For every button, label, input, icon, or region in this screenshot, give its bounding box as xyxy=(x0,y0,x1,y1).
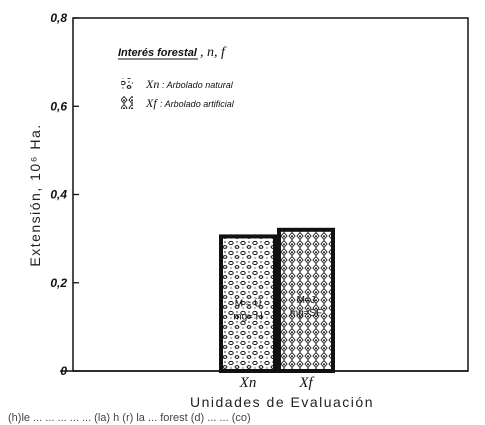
legend-desc-xn: : Arbolado natural xyxy=(162,80,234,90)
bar-xn xyxy=(219,234,277,373)
legend-key-xn: Xn xyxy=(145,77,159,91)
bars-group: M ≈ Ü mg≈ H Xn M≈J mg≈SF Xf xyxy=(219,227,335,391)
legend-title-vars: , n, f xyxy=(200,45,227,60)
bar-annotation: M≈J xyxy=(297,295,316,306)
x-axis-title: Unidades de Evaluación xyxy=(190,394,374,410)
bar-xf xyxy=(277,227,335,373)
legend: Interés forestal , n, f Xn : Arbolado na… xyxy=(118,45,235,110)
bar-annotation: mg≈SF xyxy=(290,308,322,319)
legend-swatch-xn xyxy=(121,78,133,90)
legend-desc-xf: : Arbolado artificial xyxy=(160,99,235,109)
x-category-label: Xf xyxy=(298,375,314,391)
x-category-label: Xn xyxy=(239,375,257,391)
y-tick-label: 0,6 xyxy=(50,99,67,113)
y-tick-label: 0,4 xyxy=(50,188,67,202)
legend-title: Interés forestal xyxy=(118,47,198,59)
legend-key-xf: Xf xyxy=(145,96,158,110)
y-axis-title: Extensión, 10⁶ Ha. xyxy=(27,123,43,266)
y-tick-label: 0,2 xyxy=(50,276,67,290)
bar-annotation: M ≈ Ü xyxy=(235,297,262,309)
bar-annotation: mg≈ H xyxy=(233,311,262,322)
bottom-partial-text: (h)le ... ... ... ... ... (la) h (r) la … xyxy=(8,412,251,424)
y-tick-label: 0,8 xyxy=(50,11,67,25)
legend-swatch-xf xyxy=(121,96,133,109)
